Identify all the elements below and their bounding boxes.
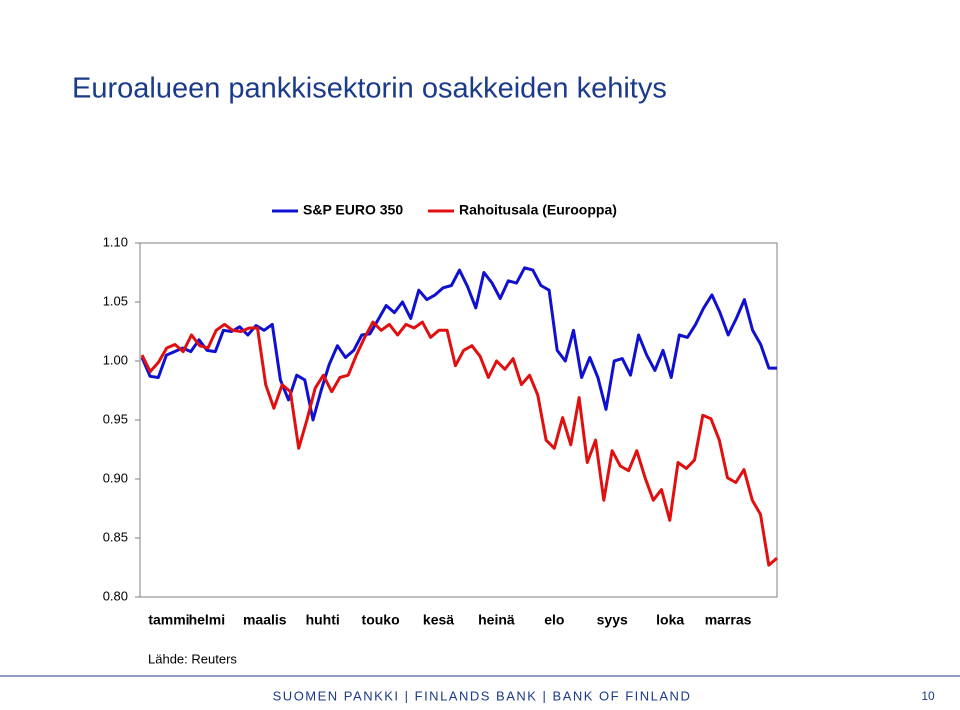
x-tick-label: touko [362,612,400,628]
x-tick-label: loka [656,612,684,628]
slide-title: Euroalueen pankkisektorin osakkeiden keh… [72,73,667,105]
x-tick-label: heinä [478,612,515,628]
x-tick-label: tammi [148,612,189,628]
legend-label: S&P EURO 350 [303,202,403,218]
footer: SUOMEN PANKKI | FINLANDS BANK | BANK OF … [273,688,692,703]
y-tick-label: 0.95 [103,411,128,426]
x-tick-label: syys [597,612,628,628]
plot-area [139,242,778,598]
y-tick-label: 1.10 [103,234,128,249]
x-tick-label: marras [705,612,752,628]
y-tick-label: 1.05 [103,293,128,308]
legend [268,198,653,224]
x-tick-label: maalis [243,612,287,628]
legend-label: Rahoitusala (Eurooppa) [459,202,617,218]
page-number: 10 [921,689,935,703]
y-tick-label: 0.90 [103,470,128,485]
source: Lähde: Reuters [148,651,237,666]
y-tick-label: 0.85 [103,529,128,544]
x-tick-label: huhti [306,612,340,628]
x-tick-label: helmi [189,612,226,628]
x-tick-label: elo [544,612,564,628]
x-tick-label: kesä [423,612,454,628]
y-tick-label: 1.00 [103,352,128,367]
series-line [140,320,778,567]
y-tick-label: 0.80 [103,588,128,603]
series-line [140,266,777,422]
